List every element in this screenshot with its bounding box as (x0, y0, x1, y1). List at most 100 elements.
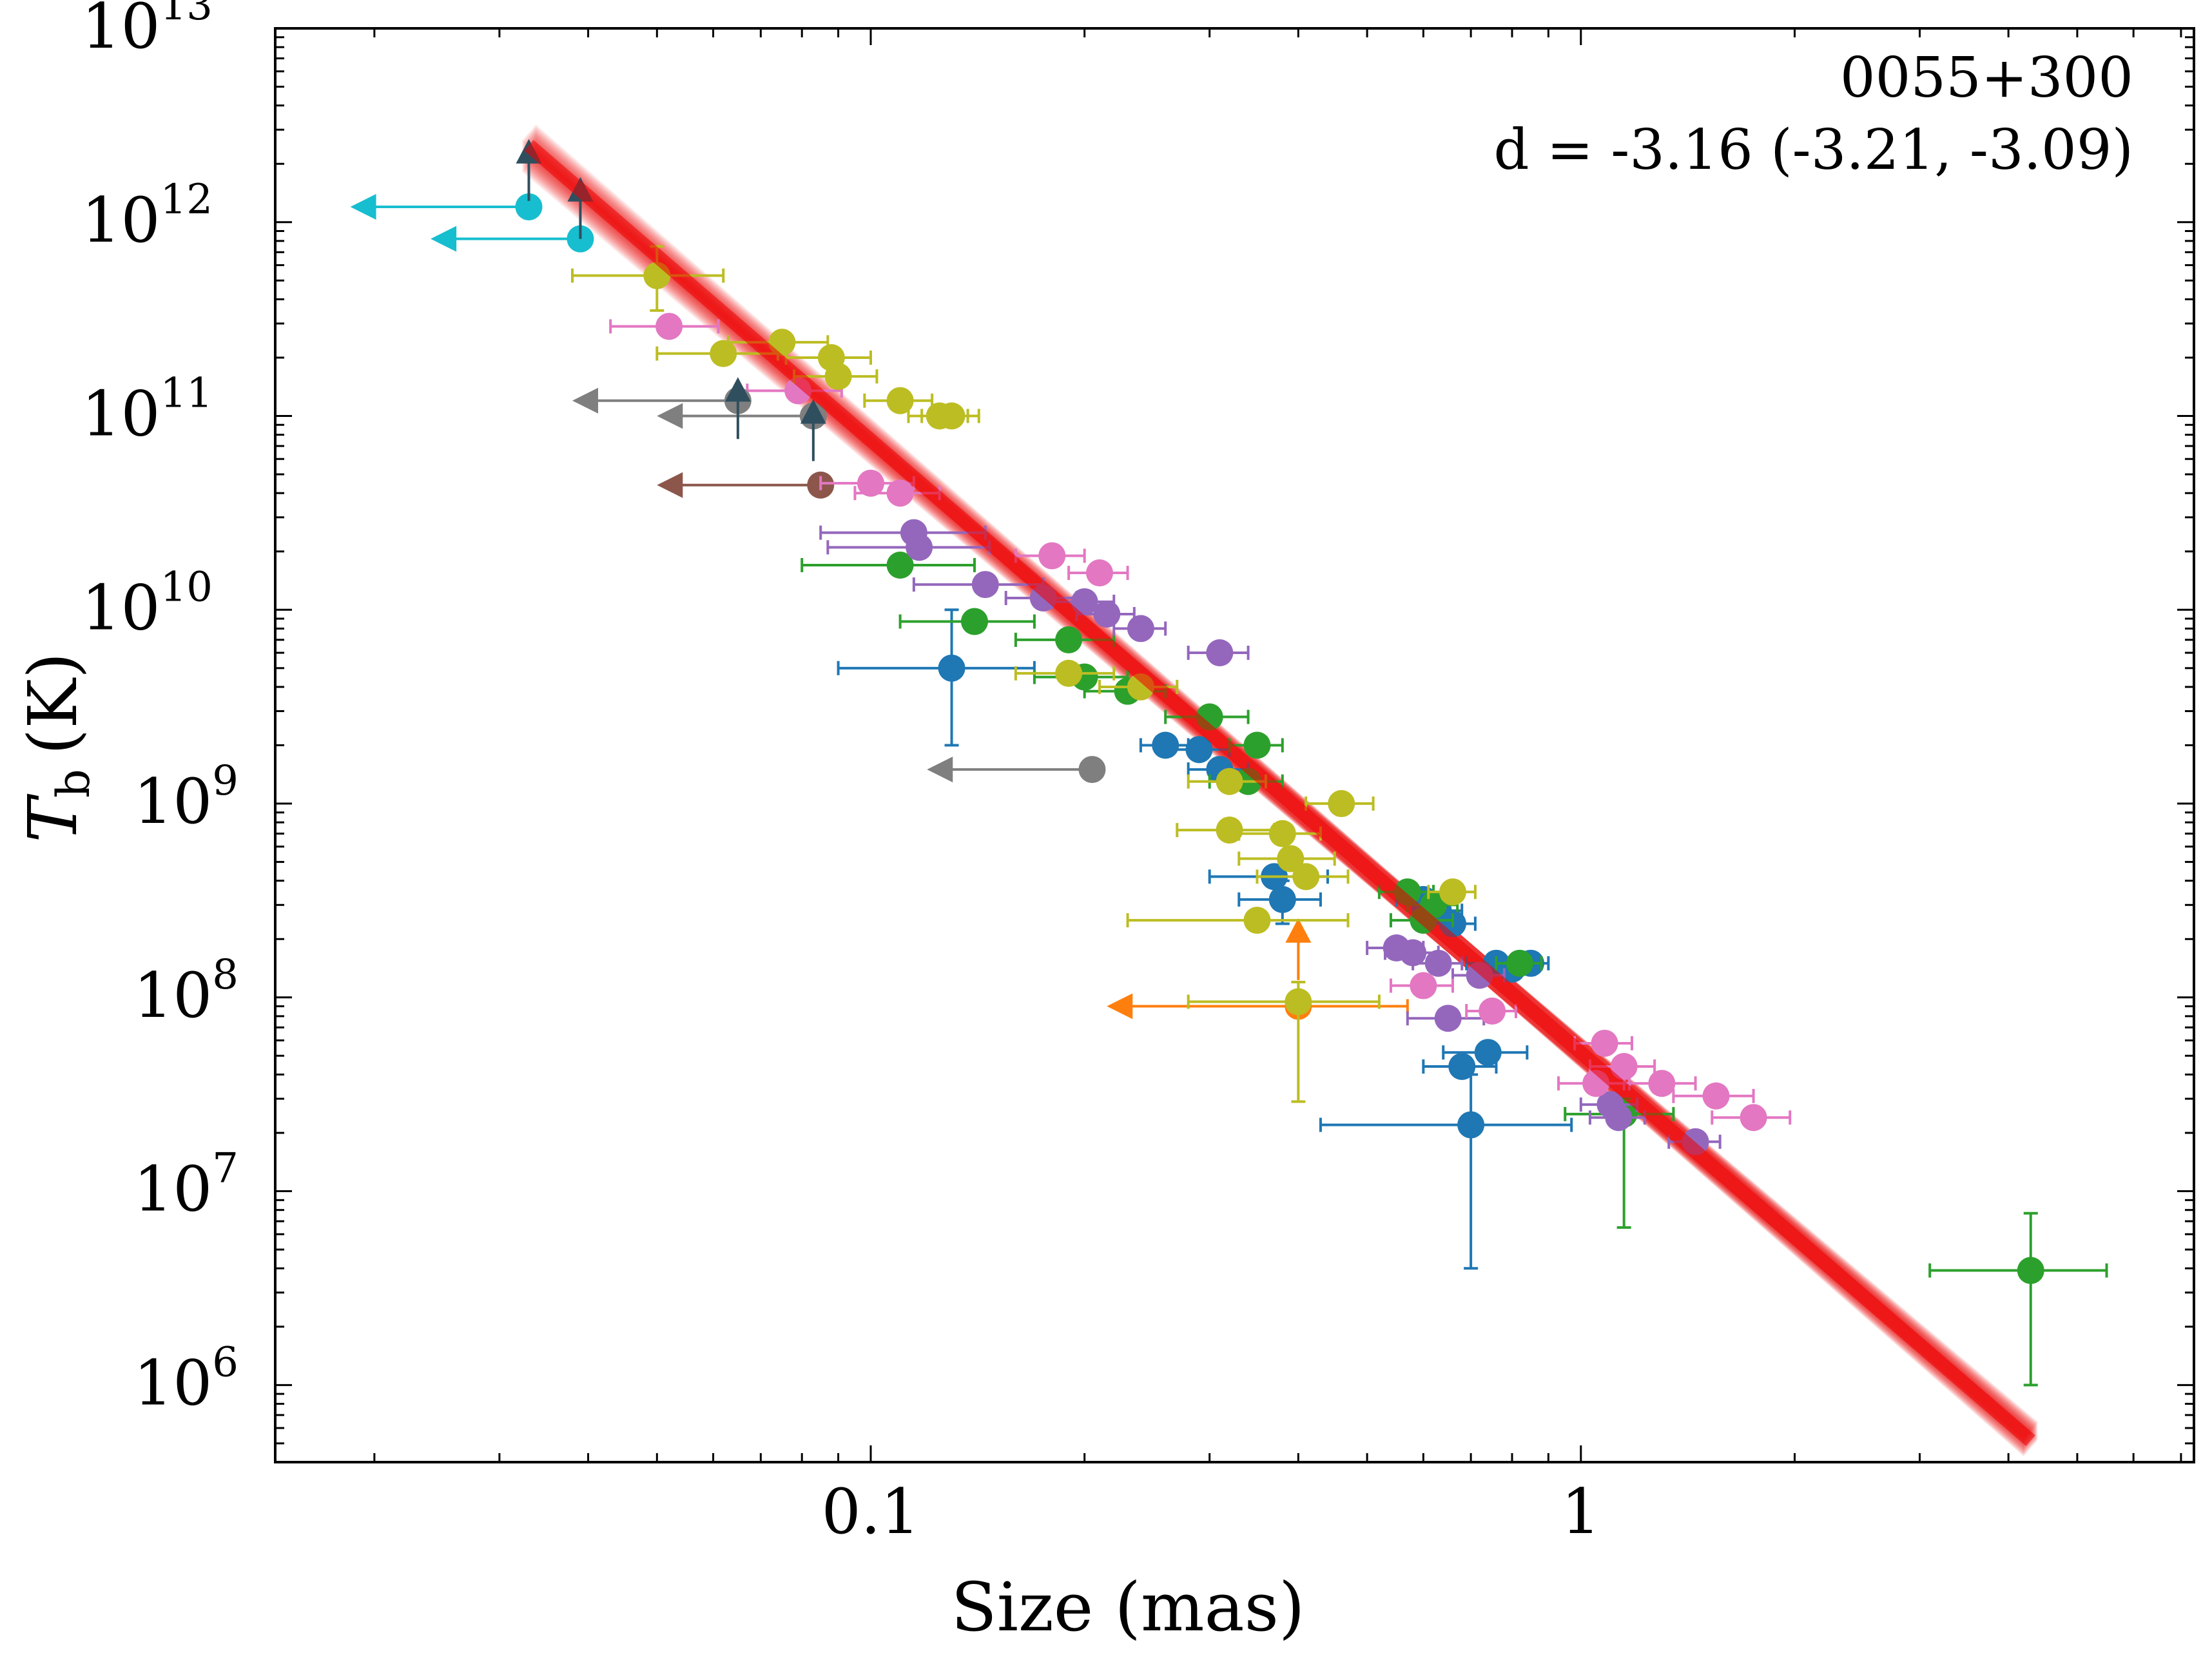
data-point (906, 534, 933, 561)
data-point (886, 387, 914, 414)
series-blue (837, 608, 1573, 1270)
data-point (1591, 1029, 1618, 1057)
lower-limit-arrow (1285, 918, 1312, 943)
series-cyan (350, 193, 594, 253)
y-tick-label: 1013 (81, 0, 213, 63)
data-point (1702, 1082, 1730, 1110)
fit-median-line (524, 140, 2035, 1447)
data-point (938, 654, 965, 682)
data-point (1268, 885, 1296, 913)
data-point (1292, 863, 1320, 891)
data-point (1243, 731, 1271, 759)
upper-limit-arrow (572, 387, 599, 414)
y-axis-label-unit: (K) (14, 652, 92, 755)
data-point (1740, 1104, 1767, 1132)
data-point (1605, 1104, 1633, 1132)
data-point (886, 479, 914, 507)
upper-limit-arrow (431, 226, 457, 252)
y-tick-exponent: 13 (160, 0, 213, 30)
data-point (1093, 600, 1121, 628)
data-point (1439, 878, 1466, 906)
data-point (2017, 1257, 2044, 1284)
data-point (857, 469, 885, 497)
y-tick-label: 1012 (81, 176, 213, 256)
data-point (1216, 816, 1243, 844)
x-tick-label: 1 (1561, 1476, 1600, 1548)
data-point (1055, 626, 1083, 653)
data-point (1127, 615, 1154, 642)
upper-limit-arrow (657, 403, 683, 429)
y-tick-base: 10 (133, 766, 212, 838)
y-tick-label: 1011 (81, 370, 213, 450)
data-point (1268, 820, 1296, 847)
data-point (1243, 907, 1271, 934)
data-point (938, 402, 965, 430)
data-point (1086, 559, 1114, 587)
data-point (1055, 659, 1083, 687)
y-tick-label: 106 (133, 1338, 238, 1419)
data-point (1399, 939, 1427, 967)
data-point (710, 340, 737, 367)
y-tick-exponent: 10 (160, 563, 213, 611)
data-point (1078, 756, 1106, 784)
x-tick-label: 0.1 (822, 1476, 920, 1548)
data-point (971, 571, 999, 599)
y-tick-base: 10 (81, 378, 160, 450)
data-point (961, 608, 989, 635)
data-point (1277, 845, 1305, 873)
data-point (1434, 1005, 1462, 1032)
y-tick-label: 107 (133, 1145, 238, 1226)
y-tick-base: 10 (133, 960, 212, 1032)
y-tick-exponent: 8 (212, 951, 238, 999)
y-tick-exponent: 12 (160, 176, 213, 224)
data-point (1410, 972, 1437, 999)
lower-limit-arrow (724, 377, 751, 402)
y-tick-exponent: 11 (160, 370, 213, 418)
y-tick-base: 10 (81, 0, 160, 63)
y-tick-base: 10 (81, 184, 160, 256)
data-point (1457, 1111, 1485, 1139)
data-point (1424, 949, 1452, 977)
y-tick-base: 10 (133, 1153, 212, 1226)
data-point (1474, 1039, 1502, 1066)
data-point (1328, 790, 1355, 818)
series-olive (571, 245, 1477, 1103)
upper-limit-arrow (657, 472, 683, 498)
y-tick-label: 1010 (81, 563, 213, 644)
y-axis-label: Tb (K) (14, 652, 100, 842)
data-point (1506, 949, 1533, 977)
y-tick-label: 108 (133, 951, 238, 1032)
data-point (1610, 1053, 1638, 1081)
upper-limit-arrow (350, 193, 376, 220)
lower-limit-arrow (800, 399, 826, 424)
data-point (1206, 639, 1234, 667)
annotation-fit: d = -3.16 (-3.21, -3.09) (1493, 118, 2133, 182)
y-tick-label: 109 (133, 757, 238, 838)
y-axis-label-symbol: T (14, 794, 92, 843)
x-axis-label: Size (mas) (951, 1568, 1305, 1646)
data-point (824, 363, 852, 391)
annotation-source: 0055+300 (1840, 46, 2133, 110)
y-tick-base: 10 (81, 572, 160, 644)
fit-core-layer (524, 140, 2035, 1447)
data-point (886, 551, 914, 579)
data-point (1285, 988, 1312, 1016)
data-point (1479, 998, 1506, 1025)
upper-limit-arrow (927, 757, 953, 783)
y-tick-exponent: 7 (212, 1145, 238, 1193)
data-point (1648, 1070, 1676, 1097)
y-axis-label-subscript: b (47, 769, 100, 798)
upper-limit-arrow (1107, 993, 1133, 1019)
y-tick-base: 10 (133, 1347, 212, 1419)
data-point (1038, 542, 1066, 570)
y-tick-exponent: 6 (212, 1338, 238, 1386)
data-point (1185, 736, 1213, 764)
data-point (515, 193, 543, 220)
axis-ticks (275, 28, 2194, 1463)
y-tick-exponent: 9 (212, 757, 238, 805)
data-point (1216, 767, 1243, 795)
data-point (655, 313, 683, 340)
